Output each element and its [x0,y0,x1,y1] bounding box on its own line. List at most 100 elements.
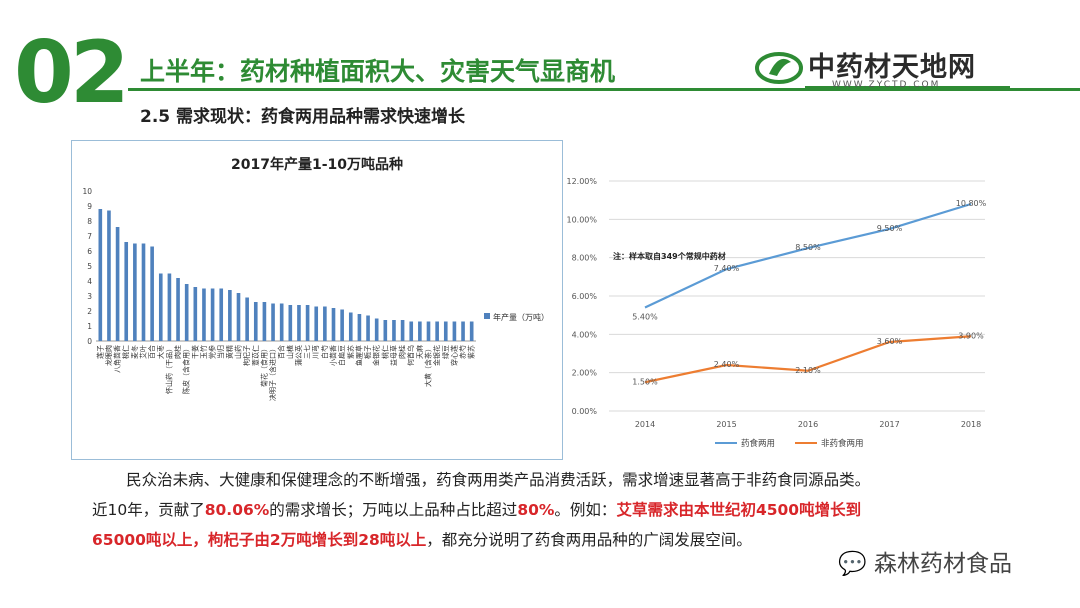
line-y-tick: 12.00% [566,177,597,186]
bar-x-tick: 益母草 [389,345,398,366]
watermark-text: 森林药材食品 [873,551,1012,577]
line-data-label: 5.40% [632,313,658,322]
line-data-label: 2.40% [714,360,740,369]
bar-mark [392,320,396,341]
bar-x-tick: 三七 [303,345,312,359]
line-data-label: 1.50% [632,377,658,386]
bar-x-tick: 怀山药（干品） [164,345,173,394]
bar-x-tick: 艾叶 [139,345,148,359]
line-data-label: 8.50% [795,243,821,252]
bar-x-tick: 麦冬 [130,345,139,359]
line-y-tick: 4.00% [572,330,598,339]
bar-mark [435,321,439,341]
bar-mark [193,287,198,341]
bar-mark [210,288,215,341]
brand-url: WWW.ZYCTD.COM [832,80,941,90]
bar-x-tick: 当归 [216,345,225,359]
page-subtitle: 2.5 需求现状：药食两用品种需求快速增长 [140,107,466,127]
line-x-tick: 2015 [716,420,736,429]
bar-mark [418,321,422,341]
bar-mark [357,314,362,341]
bar-mark [374,318,379,341]
bar-y-tick: 1 [87,322,92,331]
bar-mark [176,278,180,341]
bar-x-tick: 赤芍 [458,345,467,359]
bar-mark [348,312,353,341]
line-data-label: 9.50% [877,224,903,233]
bar-x-tick: 穿心莲 [449,345,458,366]
bar-mark [98,209,103,341]
bar-mark [133,243,137,341]
line-series-1 [644,202,972,309]
bar-mark [202,288,206,341]
bar-legend-label: 年产量（万吨） [493,312,549,322]
body-text: ，都充分说明了药食两用品种的广阔发展空间。 [426,531,752,549]
bar-x-tick: 何首乌 [406,345,415,366]
bar-mark [107,210,111,341]
line-chart-note: 注：样本取自349个常规中药材 [613,251,726,261]
bar-x-tick: 百合 [147,345,156,359]
line-y-tick: 6.00% [572,292,598,301]
bar-x-tick: 干姜 [190,345,199,359]
brand-name: 中药材天地网 [808,52,976,83]
highlight-text: 艾草需求由本世纪初4500吨增长到 [616,501,862,519]
line-y-tick: 2.00% [572,369,598,378]
bar-y-tick: 0 [87,337,92,346]
line-data-label: 3.60% [877,337,903,346]
line-y-tick: 8.00% [572,254,598,263]
bar-mark [115,227,120,341]
bar-x-tick: 金银花 [432,345,441,366]
bar-mark [236,293,241,341]
bar-x-tick: 天麻 [415,345,424,359]
bar-x-tick: 八角茴香 [113,345,122,373]
legend-label-series-1: 药食两用 [741,438,775,449]
bar-mark [409,321,414,341]
bar-x-tick: 桃仁 [121,345,130,359]
bar-x-tick: 肉桂 [173,345,182,359]
bar-mark [158,273,163,341]
bar-mark [124,242,129,341]
bar-y-tick: 5 [87,262,92,271]
bar-mark [141,243,146,341]
body-line-1: 民众治未病、大健康和保健理念的不断增强，药食两用类产品消费活跃，需求增速显著高于… [126,471,871,489]
bar-x-tick: 桃仁 [380,345,389,359]
bar-mark [228,290,232,341]
bar-x-tick: 山药 [234,345,243,359]
bar-x-tick: 薏苡仁 [251,345,260,366]
bar-x-tick: 山楂 [285,345,294,359]
bar-x-tick: 莲子 [95,345,104,359]
bar-x-tick: 大枣 [156,345,165,359]
bar-x-tick: 菊花（食用） [259,345,268,387]
bar-x-tick: 百合 [277,345,286,359]
body-paragraph: 民众治未病、大健康和保健理念的不断增强，药食两用类产品消费活跃，需求增速显著高于… [92,465,1032,555]
line-chart-panel: 0.00% 2.00% 4.00% 6.00% 8.00% 10.00% 12.00% 201… [565,165,995,457]
bar-y-tick: 4 [87,277,92,286]
page-title: 上半年：药材种植面积大、灾害天气显商机 [140,57,616,86]
line-data-label: 3.90% [958,331,984,340]
bar-mark [443,321,448,341]
bar-mark [461,321,465,341]
body-text: 近10年，贡献了 [92,501,205,519]
bar-y-tick: 6 [87,247,92,256]
bar-x-tick: 鱼腥草 [354,345,363,366]
body-text: 的需求增长；万吨以上品种占比超过 [269,501,518,519]
bar-mark [469,321,474,341]
line-chart: 0.00% 2.00% 4.00% 6.00% 8.00% 10.00% 12.00% 201… [566,177,986,449]
legend-label-series-2: 非药食两用 [821,438,864,449]
bar-x-tick: 栀子 [363,345,372,359]
bar-y-tick: 3 [87,292,92,301]
body-text: 。例如： [554,501,617,519]
bar-y-tick: 7 [87,232,92,241]
bar-x-tick: 党参 [208,345,217,359]
bar-mark [150,246,154,341]
bar-mark [262,302,267,341]
bar-mark [219,288,224,341]
bar-x-tick: 白芍 [320,345,329,359]
bar-mark [297,305,301,341]
highlight-text: 65000吨以上，枸杞子由2万吨增长到28吨以上 [92,531,427,549]
watermark: 💬 森林药材食品 [838,544,1012,578]
body-line-2: 近10年，贡献了80.06%的需求增长；万吨以上品种占比超过80%。例如：艾草需… [92,495,1032,525]
bar-x-tick: 紫苏 [467,345,476,359]
bar-x-tick: 黄精 [225,345,234,359]
bar-mark [279,303,284,341]
